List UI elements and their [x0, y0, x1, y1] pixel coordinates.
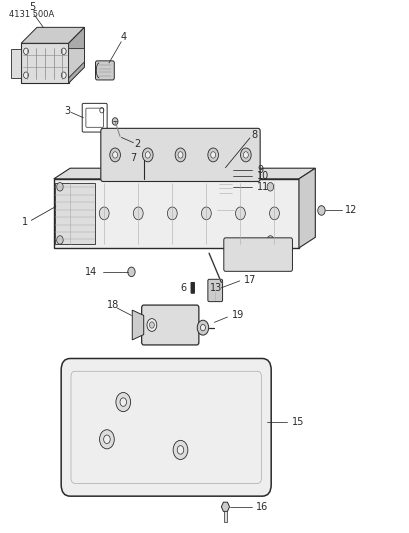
Circle shape [269, 207, 279, 220]
Circle shape [56, 183, 63, 191]
FancyBboxPatch shape [207, 279, 222, 302]
Circle shape [103, 435, 110, 443]
FancyBboxPatch shape [142, 305, 198, 345]
Circle shape [141, 156, 146, 162]
Circle shape [266, 236, 273, 244]
Text: 17: 17 [243, 275, 256, 285]
Ellipse shape [218, 177, 231, 183]
Circle shape [173, 440, 187, 459]
Circle shape [149, 322, 154, 328]
Bar [223, 511, 227, 522]
Polygon shape [132, 310, 144, 340]
Circle shape [99, 207, 109, 220]
Circle shape [128, 267, 135, 277]
Circle shape [145, 152, 150, 158]
Circle shape [177, 446, 183, 454]
FancyBboxPatch shape [101, 128, 260, 182]
Circle shape [56, 236, 63, 244]
Text: 13: 13 [210, 283, 222, 293]
Ellipse shape [221, 174, 229, 178]
Circle shape [243, 152, 248, 158]
Text: 16: 16 [256, 502, 267, 512]
Polygon shape [21, 27, 84, 43]
Circle shape [210, 152, 215, 158]
FancyBboxPatch shape [95, 61, 114, 80]
Circle shape [61, 72, 66, 78]
FancyBboxPatch shape [223, 238, 292, 271]
Text: 14: 14 [84, 267, 97, 277]
Polygon shape [221, 502, 229, 511]
Circle shape [24, 48, 28, 54]
Text: 4: 4 [121, 33, 127, 43]
Polygon shape [68, 49, 84, 78]
Polygon shape [54, 168, 315, 179]
Circle shape [235, 207, 245, 220]
Polygon shape [21, 43, 68, 83]
Bar [218, 180, 231, 195]
Circle shape [120, 398, 126, 406]
FancyBboxPatch shape [61, 359, 270, 496]
Text: 12: 12 [344, 205, 357, 215]
Text: 2: 2 [134, 139, 140, 149]
Text: 3: 3 [64, 106, 70, 116]
Circle shape [112, 152, 117, 158]
Circle shape [240, 148, 251, 162]
Circle shape [99, 430, 114, 449]
Circle shape [317, 206, 324, 215]
Text: 9: 9 [257, 165, 263, 175]
Polygon shape [198, 205, 217, 220]
Circle shape [112, 118, 118, 125]
Polygon shape [298, 168, 315, 248]
Text: 19: 19 [231, 310, 243, 320]
Text: 15: 15 [291, 417, 303, 426]
Text: 18: 18 [107, 300, 119, 310]
Text: 11: 11 [257, 182, 269, 192]
Circle shape [197, 320, 208, 335]
Text: 6: 6 [180, 283, 187, 293]
Circle shape [146, 319, 156, 332]
Circle shape [61, 48, 66, 54]
Circle shape [116, 392, 130, 411]
Polygon shape [233, 205, 252, 220]
Circle shape [178, 152, 182, 158]
Circle shape [200, 325, 205, 331]
Circle shape [201, 207, 211, 220]
Polygon shape [54, 179, 298, 248]
Text: 8: 8 [251, 130, 257, 140]
Circle shape [24, 72, 28, 78]
Circle shape [110, 148, 120, 162]
Text: 5: 5 [29, 2, 35, 12]
Text: 1: 1 [22, 217, 28, 227]
Ellipse shape [218, 166, 232, 173]
Text: 4131 500A: 4131 500A [9, 10, 54, 19]
Bar [54, 183, 95, 244]
Text: 7: 7 [130, 152, 136, 163]
Circle shape [266, 183, 273, 191]
Polygon shape [68, 27, 84, 83]
Ellipse shape [222, 168, 228, 172]
Text: 10: 10 [257, 171, 269, 181]
FancyBboxPatch shape [215, 198, 235, 221]
Circle shape [175, 148, 185, 162]
Circle shape [65, 207, 75, 220]
Circle shape [142, 148, 153, 162]
Ellipse shape [218, 173, 232, 180]
Circle shape [167, 207, 177, 220]
Polygon shape [11, 49, 21, 78]
Circle shape [133, 207, 143, 220]
Circle shape [207, 148, 218, 162]
